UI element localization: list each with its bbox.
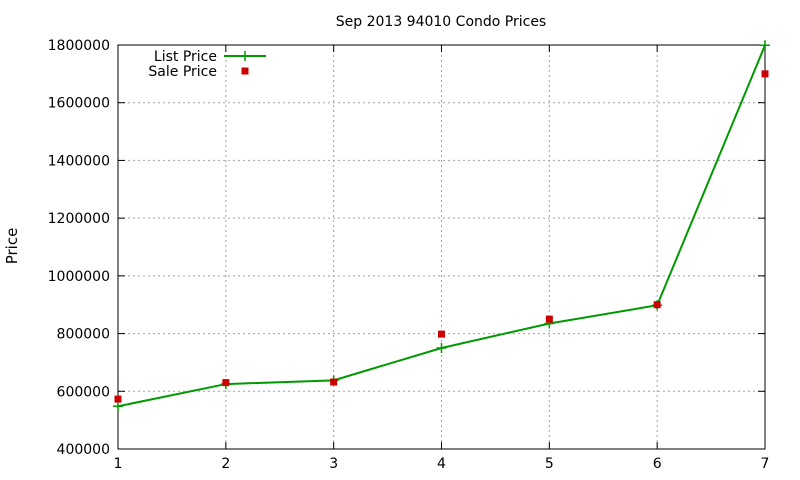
y-tick-label: 1800000 xyxy=(48,38,110,54)
sale-price-point xyxy=(114,395,122,403)
grid-lines xyxy=(118,45,765,449)
legend: List Price Sale Price xyxy=(148,49,266,80)
sale-price-point xyxy=(653,301,661,309)
sale-price-point xyxy=(761,70,769,78)
list-price-point xyxy=(436,343,447,353)
y-axis-label: Price xyxy=(3,228,21,265)
legend-marker-sale-price xyxy=(241,67,249,75)
x-tick-label: 2 xyxy=(221,456,230,472)
x-tick-label: 5 xyxy=(545,456,554,472)
x-tick-label: 4 xyxy=(437,456,446,472)
chart-title: Sep 2013 94010 Condo Prices xyxy=(336,14,546,30)
sale-price-point xyxy=(222,379,230,387)
legend-label-sale-price: Sale Price xyxy=(148,64,217,80)
y-tick-label: 1200000 xyxy=(48,211,110,227)
y-tick-label: 1000000 xyxy=(48,269,110,285)
series-layer xyxy=(113,40,770,412)
plot-frame xyxy=(117,44,766,450)
legend-marker-list-price xyxy=(240,51,250,61)
sale-price-point xyxy=(330,378,338,386)
legend-label-list-price: List Price xyxy=(154,49,217,65)
x-tick-label: 1 xyxy=(114,456,123,472)
y-tick-label: 1400000 xyxy=(48,153,110,169)
y-tick-label: 400000 xyxy=(57,442,110,458)
axis-ticks: 1 2 3 4 5 6 7 400000 600000 800000 1000000 1200000 1… xyxy=(48,38,770,472)
sale-price-point xyxy=(438,330,445,338)
sale-price-point xyxy=(545,315,553,323)
list-price-point xyxy=(760,40,770,51)
y-tick-label: 600000 xyxy=(57,384,110,400)
list-price-point xyxy=(113,401,123,412)
y-tick-label: 800000 xyxy=(57,327,110,343)
x-tick-label: 7 xyxy=(761,456,770,472)
x-tick-label: 6 xyxy=(653,456,662,472)
x-tick-label: 3 xyxy=(329,456,338,472)
y-tick-label: 1600000 xyxy=(48,96,110,112)
